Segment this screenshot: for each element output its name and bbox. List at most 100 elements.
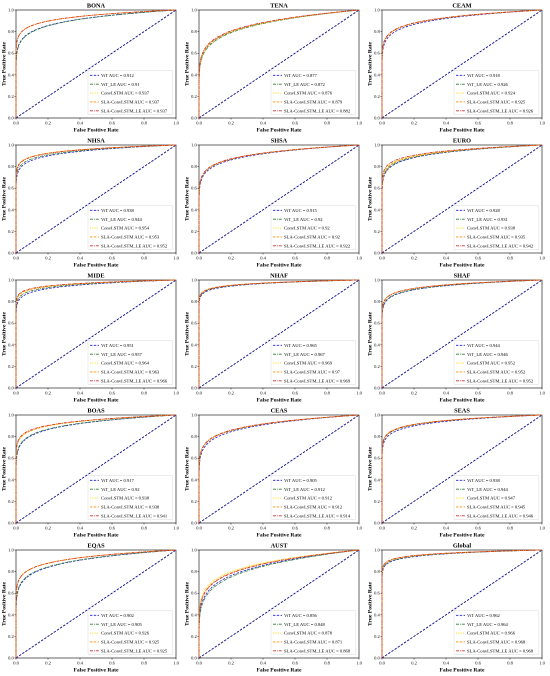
chance-diagonal bbox=[15, 9, 177, 119]
legend-entry: SLA-ConvLSTM_LE AUC = 0.966 bbox=[101, 378, 168, 383]
legend-entry: SLA-ConvLSTM AUC = 0.92 bbox=[284, 235, 341, 240]
legend-entry: ViT AUC = 0.944 bbox=[467, 343, 501, 348]
x-axis-label: False Positive Rate bbox=[439, 398, 485, 404]
y-tick-label: 0.4 bbox=[8, 612, 14, 617]
y-axis-label: True Positive Rate bbox=[2, 311, 8, 356]
legend-entry: ViT AUC = 0.856 bbox=[284, 613, 318, 618]
chance-diagonal bbox=[198, 414, 360, 524]
x-axis-label: False Positive Rate bbox=[73, 398, 119, 404]
legend-entry: ViT AUC = 0.902 bbox=[101, 613, 135, 618]
roc-panel-shsa: SHSA 0.0 0.2 0.4 0.6 0.8 1.0 0.0 0.2 0.4 0.6 0.8 1.0… bbox=[185, 138, 363, 269]
roc-curve-vit-le bbox=[381, 144, 543, 254]
x-axis-label: False Positive Rate bbox=[256, 263, 302, 269]
legend-entry: ViT AUC = 0.915 bbox=[284, 208, 318, 213]
y-tick-label: 0.8 bbox=[191, 299, 197, 304]
y-tick-label: 0.2 bbox=[191, 229, 197, 234]
y-axis-label: True Positive Rate bbox=[185, 41, 191, 86]
x-tick-label: 0.6 bbox=[475, 661, 481, 666]
chance-diagonal bbox=[381, 414, 543, 524]
roc-curve-vit-le bbox=[15, 9, 177, 119]
y-tick-label: 1.0 bbox=[8, 548, 14, 553]
y-tick-label: 0.4 bbox=[191, 612, 197, 617]
legend: ViT AUC = 0.918 ViT_LE AUC = 0.926 ConvLST… bbox=[453, 70, 540, 115]
legend-entry: ConvLSTM AUC = 0.912 bbox=[284, 496, 333, 501]
roc-panel-tena: TENA 0.0 0.2 0.4 0.6 0.8 1.0 0.0 0.2 0.4 0.6 0.8 1.0… bbox=[185, 3, 363, 134]
x-tick-label: 1.0 bbox=[539, 121, 545, 126]
y-tick-label: 0.2 bbox=[191, 499, 197, 504]
y-tick-label: 0.0 bbox=[191, 386, 197, 391]
legend-entry: ViT_LE AUC = 0.944 bbox=[101, 217, 143, 222]
legend: ViT AUC = 0.915 ViT_LE AUC = 0.92 ConvLSTM… bbox=[270, 205, 357, 250]
y-tick-label: 0.8 bbox=[374, 569, 380, 574]
legend-entry: ViT AUC = 0.918 bbox=[467, 73, 501, 78]
chart-title: BONA bbox=[87, 3, 106, 10]
y-tick-label: 0.8 bbox=[8, 164, 14, 169]
y-tick-label: 0.0 bbox=[374, 521, 380, 526]
x-tick-label: 0.2 bbox=[228, 661, 234, 666]
y-axis-label: True Positive Rate bbox=[2, 446, 8, 491]
x-tick-label: 0.2 bbox=[45, 391, 51, 396]
y-tick-label: 0.6 bbox=[191, 591, 197, 596]
x-tick-label: 0.4 bbox=[260, 526, 266, 531]
x-tick-label: 0.8 bbox=[141, 121, 147, 126]
x-tick-label: 0.6 bbox=[292, 391, 298, 396]
x-tick-label: 1.0 bbox=[356, 391, 362, 396]
x-tick-label: 0.2 bbox=[411, 391, 417, 396]
x-tick-label: 1.0 bbox=[173, 661, 179, 666]
x-tick-label: 0.0 bbox=[196, 256, 202, 261]
chance-diagonal bbox=[381, 549, 543, 659]
x-tick-label: 1.0 bbox=[356, 256, 362, 261]
chart-title: SHAF bbox=[454, 273, 471, 280]
legend-entry: SLA-ConvLSTM_LE AUC = 0.968 bbox=[467, 648, 534, 653]
x-tick-label: 0.6 bbox=[109, 661, 115, 666]
x-tick-label: 1.0 bbox=[356, 526, 362, 531]
y-tick-label: 0.0 bbox=[8, 116, 14, 121]
y-tick-label: 0.6 bbox=[8, 51, 14, 56]
y-axis-label: True Positive Rate bbox=[368, 446, 374, 491]
x-tick-label: 0.4 bbox=[77, 526, 83, 531]
y-tick-label: 0.4 bbox=[191, 342, 197, 347]
legend-entry: ConvLSTM AUC = 0.966 bbox=[467, 631, 516, 636]
x-axis-label: False Positive Rate bbox=[256, 128, 302, 134]
y-axis-label: True Positive Rate bbox=[368, 311, 374, 356]
roc-panel-ceam: CEAM 0.0 0.2 0.4 0.6 0.8 1.0 0.0 0.2 0.4 0.6 0.8 1.0… bbox=[368, 3, 546, 134]
x-tick-label: 0.2 bbox=[228, 121, 234, 126]
legend: ViT AUC = 0.905 ViT_LE AUC = 0.912 ConvLST… bbox=[270, 475, 357, 520]
y-axis-label: True Positive Rate bbox=[2, 41, 8, 86]
y-tick-label: 0.2 bbox=[191, 94, 197, 99]
x-tick-label: 0.2 bbox=[228, 391, 234, 396]
y-tick-label: 0.2 bbox=[374, 634, 380, 639]
chart-title: NHAF bbox=[270, 273, 288, 280]
legend-entry: ViT AUC = 0.962 bbox=[467, 613, 501, 618]
y-tick-label: 1.0 bbox=[374, 413, 380, 418]
legend-entry: ConvLSTM AUC = 0.938 bbox=[467, 226, 516, 231]
legend-entry: ViT_LE AUC = 0.957 bbox=[101, 352, 143, 357]
legend-entry: ViT AUC = 0.877 bbox=[284, 73, 318, 78]
legend: ViT AUC = 0.938 ViT_LE AUC = 0.944 ConvLST… bbox=[453, 475, 540, 520]
legend-entry: SLA-ConvLSTM AUC = 0.937 bbox=[101, 100, 160, 105]
x-tick-label: 0.2 bbox=[411, 256, 417, 261]
x-tick-label: 0.0 bbox=[13, 526, 19, 531]
roc-curve-sla-convlstm-le bbox=[15, 279, 177, 389]
x-tick-label: 1.0 bbox=[539, 391, 545, 396]
y-tick-label: 0.0 bbox=[191, 116, 197, 121]
chart-title: CEAM bbox=[452, 3, 471, 10]
legend-entry: ViT_LE AUC = 0.872 bbox=[284, 82, 326, 87]
chance-diagonal bbox=[15, 414, 177, 524]
x-tick-label: 0.8 bbox=[324, 121, 330, 126]
legend-entry: ConvLSTM AUC = 0.926 bbox=[101, 631, 150, 636]
x-tick-label: 0.0 bbox=[196, 121, 202, 126]
x-tick-label: 0.2 bbox=[45, 526, 51, 531]
y-tick-label: 0.0 bbox=[191, 251, 197, 256]
chart-title: NHSA bbox=[87, 138, 105, 145]
legend: ViT AUC = 0.912 ViT_LE AUC = 0.91 ConvLSTM… bbox=[87, 70, 174, 115]
x-tick-label: 0.6 bbox=[109, 391, 115, 396]
y-tick-label: 0.2 bbox=[374, 499, 380, 504]
x-axis-label: False Positive Rate bbox=[73, 668, 119, 674]
y-tick-label: 1.0 bbox=[8, 8, 14, 13]
legend-entry: ConvLSTM AUC = 0.947 bbox=[467, 496, 516, 501]
x-tick-label: 0.8 bbox=[324, 526, 330, 531]
y-tick-label: 0.8 bbox=[8, 569, 14, 574]
x-tick-label: 0.4 bbox=[77, 661, 83, 666]
y-tick-label: 0.4 bbox=[374, 477, 380, 482]
